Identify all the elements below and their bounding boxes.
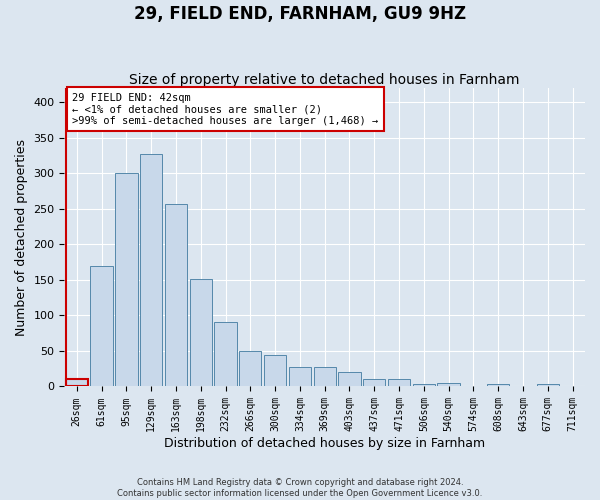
- Bar: [140, 154, 163, 386]
- Bar: [264, 355, 286, 386]
- Bar: [536, 384, 559, 386]
- Bar: [413, 384, 435, 386]
- Bar: [487, 384, 509, 386]
- Text: 29 FIELD END: 42sqm
← <1% of detached houses are smaller (2)
>99% of semi-detach: 29 FIELD END: 42sqm ← <1% of detached ho…: [72, 92, 379, 126]
- Text: 29, FIELD END, FARNHAM, GU9 9HZ: 29, FIELD END, FARNHAM, GU9 9HZ: [134, 5, 466, 23]
- Bar: [363, 380, 385, 386]
- Bar: [314, 368, 336, 386]
- Bar: [338, 372, 361, 386]
- Bar: [214, 322, 236, 386]
- Bar: [190, 278, 212, 386]
- Bar: [165, 204, 187, 386]
- X-axis label: Distribution of detached houses by size in Farnham: Distribution of detached houses by size …: [164, 437, 485, 450]
- Bar: [388, 380, 410, 386]
- Title: Size of property relative to detached houses in Farnham: Size of property relative to detached ho…: [130, 73, 520, 87]
- Bar: [115, 174, 137, 386]
- Bar: [239, 351, 262, 386]
- Y-axis label: Number of detached properties: Number of detached properties: [15, 139, 28, 336]
- Bar: [289, 368, 311, 386]
- Bar: [437, 383, 460, 386]
- Text: Contains HM Land Registry data © Crown copyright and database right 2024.
Contai: Contains HM Land Registry data © Crown c…: [118, 478, 482, 498]
- Bar: [65, 378, 88, 386]
- Bar: [91, 266, 113, 386]
